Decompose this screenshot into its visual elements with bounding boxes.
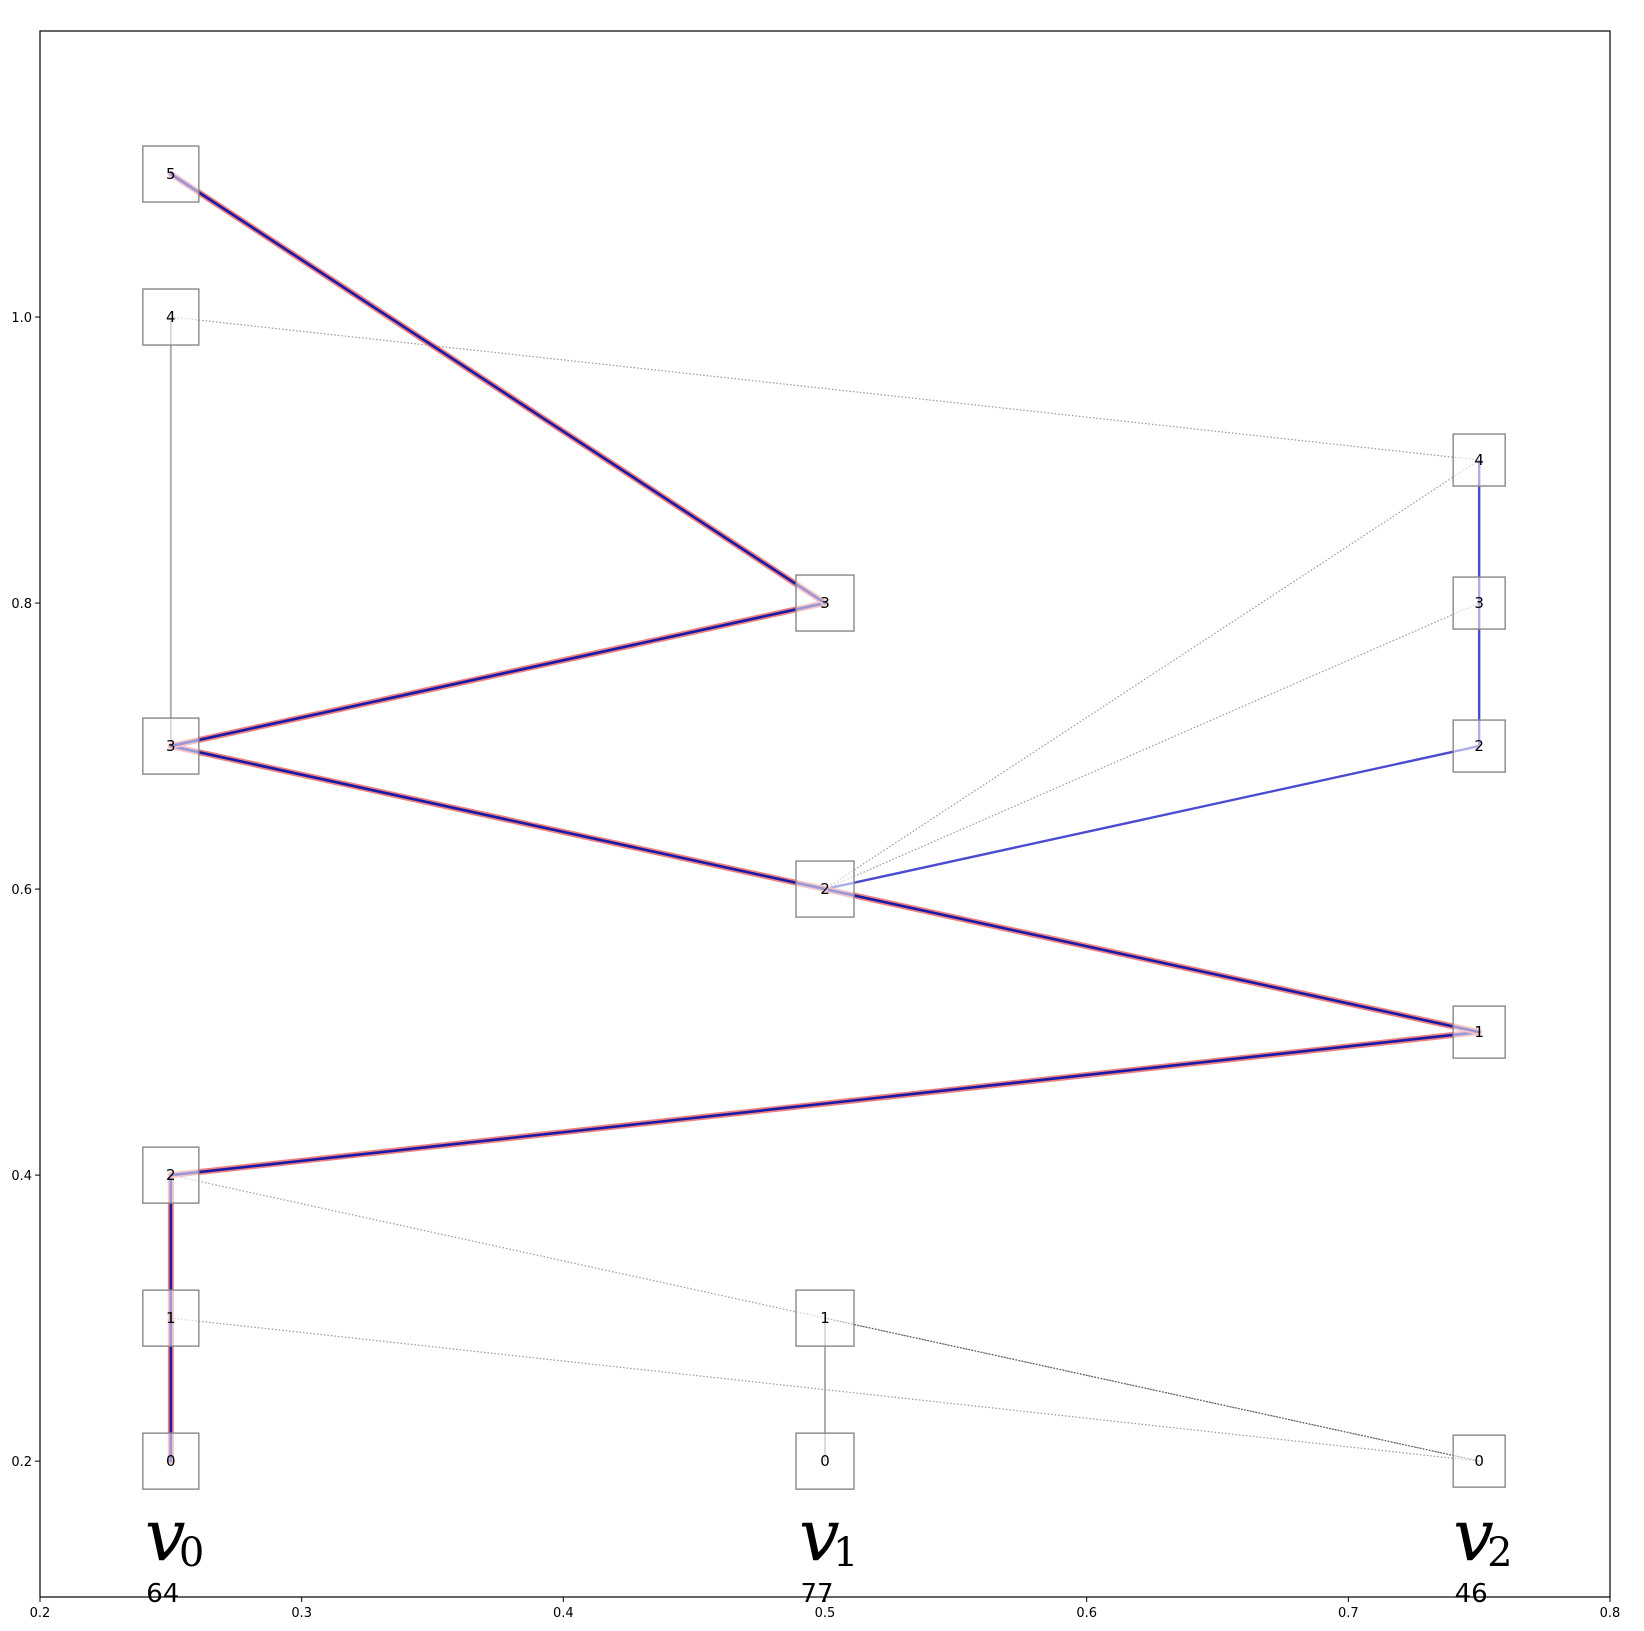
- node-label: 4: [1474, 451, 1484, 469]
- edges-layer: [167, 171, 1483, 1465]
- node-v1-3: 3: [795, 574, 855, 632]
- node-v0-5: 5: [142, 145, 200, 203]
- edge-v1-1-v2-0: [824, 1317, 1480, 1462]
- x-tick-label: 0.4: [553, 1606, 574, 1621]
- y-tick-label: 1.0: [11, 311, 32, 326]
- node-v2-0: 0: [1452, 1434, 1506, 1488]
- edge-v1-2-v2-2: [824, 744, 1480, 891]
- node-v0-4: 4: [142, 288, 200, 346]
- node-label: 0: [820, 1452, 830, 1470]
- edge-v1-2-v0-3: [167, 743, 828, 893]
- node-label: 3: [166, 737, 176, 755]
- y-tick-label: 0.8: [11, 597, 32, 612]
- x-tick-label: 0.8: [1600, 1606, 1621, 1621]
- x-tick-label: 0.7: [1338, 1606, 1359, 1621]
- node-v2-1: 1: [1452, 1005, 1506, 1059]
- node-v0-3: 3: [142, 717, 200, 775]
- edge-v0-1-v2-0: [170, 1317, 1480, 1462]
- x-tick-label: 0.2: [30, 1606, 51, 1621]
- node-label: 0: [166, 1452, 176, 1470]
- node-label: 4: [166, 308, 176, 326]
- edge-v1-3-v0-5: [167, 171, 828, 607]
- node-label: 5: [166, 165, 176, 183]
- column-name: v: [145, 1493, 186, 1577]
- node-v0-2: 2: [142, 1146, 200, 1204]
- x-axis: 0.2 0.3 0.4 0.5 0.6 0.7 0.8: [30, 1597, 1621, 1621]
- column-count: 64: [146, 1579, 179, 1609]
- column-count: 77: [800, 1579, 833, 1609]
- y-tick-label: 0.4: [11, 1169, 32, 1184]
- column-subscript: 2: [1487, 1530, 1512, 1576]
- node-label: 1: [1474, 1023, 1484, 1041]
- node-label: 2: [820, 880, 830, 898]
- x-tick-label: 0.6: [1076, 1606, 1097, 1621]
- node-v2-4: 4: [1452, 433, 1506, 487]
- x-tick-label: 0.5: [815, 1606, 836, 1621]
- node-v2-3: 3: [1452, 576, 1506, 630]
- column-subscript: 1: [833, 1530, 858, 1576]
- edge-v0-4-v2-4: [170, 316, 1480, 461]
- column-name: v: [799, 1493, 840, 1577]
- node-v2-2: 2: [1452, 719, 1506, 773]
- y-tick-label: 0.2: [11, 1455, 32, 1470]
- node-v0-1: 1: [142, 1289, 200, 1347]
- column-count: 46: [1455, 1579, 1488, 1609]
- edge-v0-2-v2-1: [167, 1029, 1483, 1179]
- node-label: 3: [1474, 594, 1484, 612]
- node-v1-1: 1: [795, 1289, 855, 1347]
- node-label: 3: [820, 594, 830, 612]
- node-v1-2: 2: [795, 860, 855, 918]
- node-v0-0: 0: [142, 1432, 200, 1490]
- edge-v0-3-v1-3: [167, 600, 828, 750]
- column-subscript: 0: [179, 1530, 204, 1576]
- node-label: 2: [1474, 737, 1484, 755]
- y-tick-label: 0.6: [11, 883, 32, 898]
- node-label: 0: [1474, 1452, 1484, 1470]
- nodes-layer: 0 1 2 3 4 5 0 1 2 3 0 1 2 3 4: [142, 145, 1506, 1490]
- node-label: 1: [166, 1309, 176, 1327]
- x-tick-label: 0.3: [291, 1606, 312, 1621]
- edge-v1-2-v2-4: [824, 459, 1480, 890]
- column-name: v: [1453, 1493, 1494, 1577]
- node-label: 1: [820, 1309, 830, 1327]
- edge-v2-1-v1-2: [822, 886, 1483, 1036]
- edge-v1-2-v2-3: [824, 602, 1480, 890]
- y-axis: 0.2 0.4 0.6 0.8 1.0: [11, 311, 40, 1470]
- node-label: 2: [166, 1166, 176, 1184]
- node-v1-0: 0: [795, 1432, 855, 1490]
